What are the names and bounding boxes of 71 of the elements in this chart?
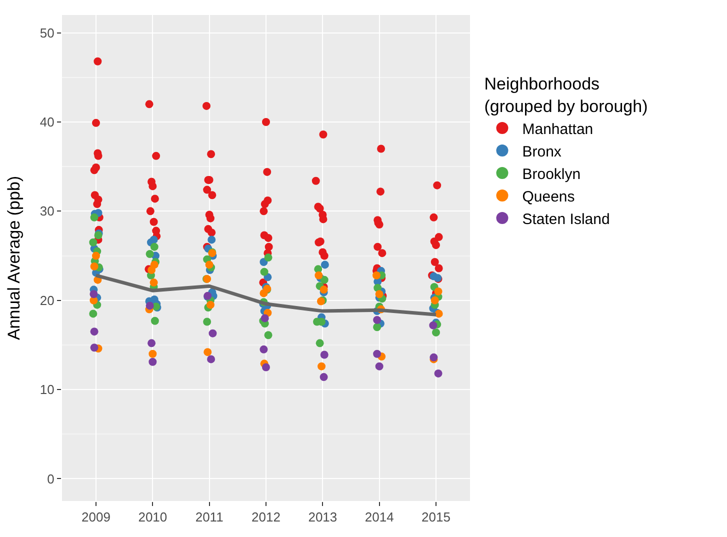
point: [320, 350, 328, 359]
point: [150, 242, 158, 251]
point: [89, 238, 98, 246]
point: [206, 300, 214, 309]
point: [90, 328, 98, 336]
point: [262, 363, 270, 372]
point: [434, 369, 442, 378]
point: [90, 213, 98, 222]
point: [89, 310, 98, 318]
y-axis-title: Annual Average (ppb): [4, 176, 24, 340]
x-tick-label: 2012: [252, 510, 280, 525]
point: [260, 345, 268, 354]
point: [148, 266, 156, 274]
legend-label: Manhattan: [522, 120, 594, 138]
point: [148, 358, 157, 366]
point: [207, 355, 216, 364]
point: [90, 344, 98, 352]
point: [320, 373, 328, 382]
legend-title: Neighborhoods (grouped by borough): [484, 74, 648, 116]
point: [150, 278, 158, 287]
point: [260, 268, 268, 276]
point: [208, 236, 216, 244]
point: [146, 302, 154, 310]
y-tick-label: 40: [40, 114, 54, 130]
y-tick-label: 30: [40, 204, 54, 219]
point: [146, 250, 154, 258]
point: [430, 296, 439, 304]
x-tick-label: 2010: [138, 510, 168, 525]
x-tick-label: 2013: [308, 510, 338, 525]
x-tick-label: 2014: [364, 510, 394, 525]
legend-label: Staten Island: [522, 210, 610, 228]
y-tick-label: 20: [40, 292, 54, 308]
point: [314, 271, 323, 280]
point: [90, 262, 98, 270]
point: [264, 254, 272, 262]
point: [148, 339, 156, 348]
point: [432, 328, 440, 336]
legend-label: Queens: [522, 188, 575, 206]
point: [92, 252, 100, 260]
y-tick-label: 10: [40, 382, 54, 398]
point: [316, 339, 324, 348]
point: [204, 348, 212, 356]
point: [320, 260, 329, 269]
point: [320, 276, 328, 284]
legend-label: Brooklyn: [522, 166, 581, 183]
point: [260, 314, 269, 322]
x-tick-label: 2009: [82, 510, 110, 525]
point: [90, 290, 98, 298]
point: [429, 321, 438, 330]
point: [203, 318, 212, 326]
point: [373, 323, 382, 332]
point: [150, 316, 159, 325]
y-tick-label: 50: [40, 25, 54, 40]
point: [260, 289, 268, 298]
point: [375, 290, 384, 298]
x-tick-label: 2015: [422, 510, 450, 525]
point: [208, 329, 217, 338]
legend-label: Bronx: [522, 143, 562, 160]
x-tick-label: 2011: [195, 510, 224, 525]
point: [318, 362, 326, 370]
point: [375, 362, 384, 370]
point: [148, 350, 157, 358]
point: [373, 316, 382, 324]
point: [374, 284, 382, 292]
y-tick-label: 0: [47, 471, 54, 486]
point: [320, 286, 328, 294]
point: [205, 260, 214, 269]
point: [373, 350, 382, 358]
point: [264, 331, 272, 340]
point: [434, 287, 442, 296]
point: [372, 271, 380, 280]
